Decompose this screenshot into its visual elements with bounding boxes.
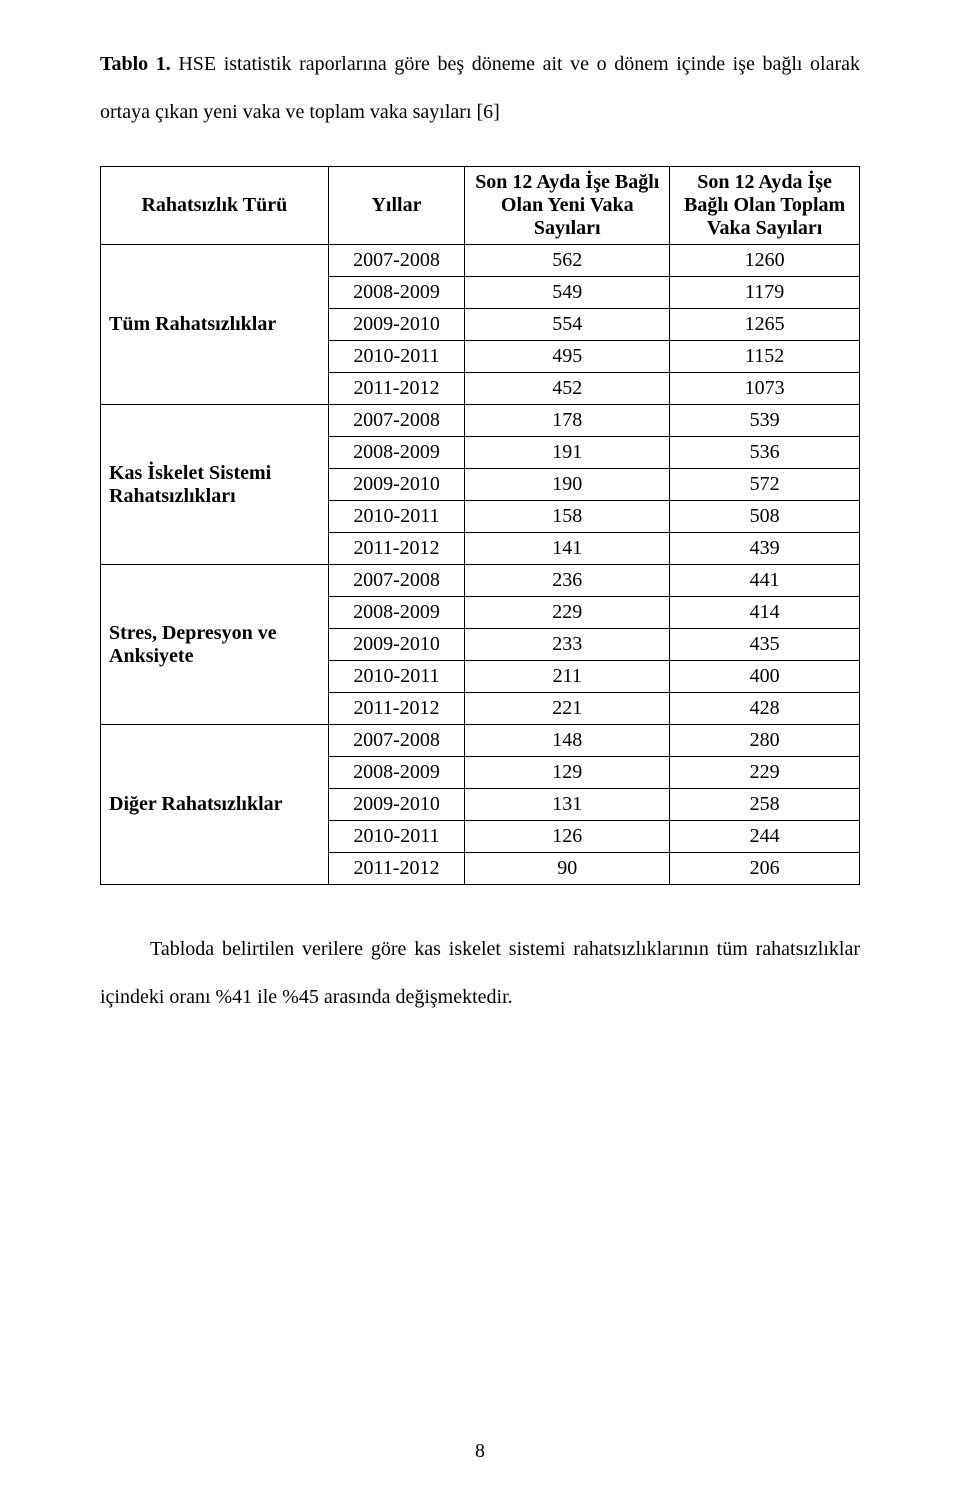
cell-total: 441 xyxy=(670,565,860,597)
cell-total: 428 xyxy=(670,693,860,725)
cell-year: 2009-2010 xyxy=(328,789,465,821)
cell-year: 2008-2009 xyxy=(328,597,465,629)
cell-new: 191 xyxy=(465,437,670,469)
cell-total: 1073 xyxy=(670,373,860,405)
cell-year: 2011-2012 xyxy=(328,693,465,725)
table-row: Tüm Rahatsızlıklar2007-20085621260 xyxy=(101,245,860,277)
cell-year: 2009-2010 xyxy=(328,629,465,661)
cell-year: 2009-2010 xyxy=(328,469,465,501)
cell-year: 2010-2011 xyxy=(328,341,465,373)
cell-total: 400 xyxy=(670,661,860,693)
cell-new: 229 xyxy=(465,597,670,629)
cell-new: 452 xyxy=(465,373,670,405)
cell-year: 2011-2012 xyxy=(328,533,465,565)
cell-year: 2008-2009 xyxy=(328,757,465,789)
cell-total: 229 xyxy=(670,757,860,789)
cell-year: 2011-2012 xyxy=(328,853,465,885)
page-number: 8 xyxy=(0,1440,960,1463)
table-body: Tüm Rahatsızlıklar2007-200856212602008-2… xyxy=(101,245,860,885)
cell-total: 439 xyxy=(670,533,860,565)
cell-year: 2009-2010 xyxy=(328,309,465,341)
cell-year: 2011-2012 xyxy=(328,373,465,405)
cell-new: 554 xyxy=(465,309,670,341)
cell-total: 206 xyxy=(670,853,860,885)
cell-new: 233 xyxy=(465,629,670,661)
caption-label: Tablo 1. xyxy=(100,53,171,75)
cell-total: 1265 xyxy=(670,309,860,341)
table-header-row: Rahatsızlık Türü Yıllar Son 12 Ayda İşe … xyxy=(101,167,860,245)
group-name: Kas İskelet Sistemi Rahatsızlıkları xyxy=(101,405,329,565)
cell-new: 495 xyxy=(465,341,670,373)
cell-new: 126 xyxy=(465,821,670,853)
cell-new: 141 xyxy=(465,533,670,565)
cell-year: 2008-2009 xyxy=(328,277,465,309)
page: Tablo 1. HSE istatistik raporlarına göre… xyxy=(0,0,960,1487)
cell-new: 562 xyxy=(465,245,670,277)
cell-year: 2010-2011 xyxy=(328,501,465,533)
cell-total: 1260 xyxy=(670,245,860,277)
cell-new: 549 xyxy=(465,277,670,309)
col-header-total: Son 12 Ayda İşe Bağlı Olan Toplam Vaka S… xyxy=(670,167,860,245)
data-table: Rahatsızlık Türü Yıllar Son 12 Ayda İşe … xyxy=(100,166,860,885)
cell-year: 2007-2008 xyxy=(328,405,465,437)
cell-new: 178 xyxy=(465,405,670,437)
cell-year: 2010-2011 xyxy=(328,821,465,853)
cell-new: 190 xyxy=(465,469,670,501)
cell-new: 90 xyxy=(465,853,670,885)
cell-new: 131 xyxy=(465,789,670,821)
cell-total: 1179 xyxy=(670,277,860,309)
cell-new: 236 xyxy=(465,565,670,597)
group-name: Diğer Rahatsızlıklar xyxy=(101,725,329,885)
cell-total: 539 xyxy=(670,405,860,437)
table-row: Kas İskelet Sistemi Rahatsızlıkları2007-… xyxy=(101,405,860,437)
body-text: Tabloda belirtilen verilere göre kas isk… xyxy=(100,925,860,1021)
cell-year: 2008-2009 xyxy=(328,437,465,469)
cell-new: 211 xyxy=(465,661,670,693)
cell-total: 508 xyxy=(670,501,860,533)
cell-new: 158 xyxy=(465,501,670,533)
body-paragraph: Tabloda belirtilen verilere göre kas isk… xyxy=(100,925,860,1021)
group-name: Tüm Rahatsızlıklar xyxy=(101,245,329,405)
caption-text: HSE istatistik raporlarına göre beş döne… xyxy=(100,53,860,123)
table-row: Diğer Rahatsızlıklar2007-2008148280 xyxy=(101,725,860,757)
cell-new: 148 xyxy=(465,725,670,757)
table-caption: Tablo 1. HSE istatistik raporlarına göre… xyxy=(100,40,860,136)
table-row: Stres, Depresyon ve Anksiyete2007-200823… xyxy=(101,565,860,597)
cell-new: 129 xyxy=(465,757,670,789)
group-name: Stres, Depresyon ve Anksiyete xyxy=(101,565,329,725)
col-header-new: Son 12 Ayda İşe Bağlı Olan Yeni Vaka Say… xyxy=(465,167,670,245)
cell-year: 2010-2011 xyxy=(328,661,465,693)
cell-total: 1152 xyxy=(670,341,860,373)
cell-total: 536 xyxy=(670,437,860,469)
cell-year: 2007-2008 xyxy=(328,725,465,757)
cell-total: 244 xyxy=(670,821,860,853)
cell-total: 414 xyxy=(670,597,860,629)
col-header-years: Yıllar xyxy=(328,167,465,245)
col-header-type: Rahatsızlık Türü xyxy=(101,167,329,245)
cell-total: 258 xyxy=(670,789,860,821)
cell-total: 572 xyxy=(670,469,860,501)
cell-year: 2007-2008 xyxy=(328,245,465,277)
cell-total: 435 xyxy=(670,629,860,661)
cell-year: 2007-2008 xyxy=(328,565,465,597)
cell-total: 280 xyxy=(670,725,860,757)
cell-new: 221 xyxy=(465,693,670,725)
